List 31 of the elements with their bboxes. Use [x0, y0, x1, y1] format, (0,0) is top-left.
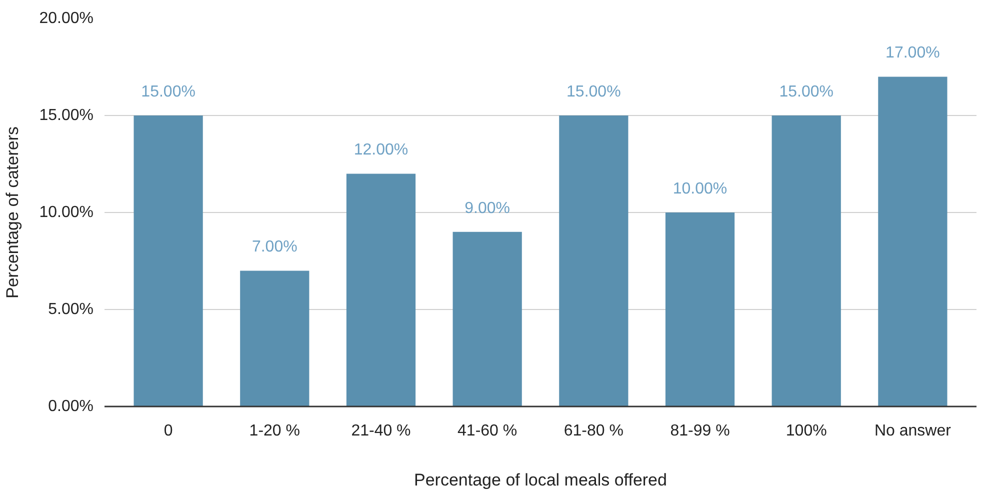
- x-axis-title: Percentage of local meals offered: [414, 470, 667, 490]
- data-label: 7.00%: [252, 238, 298, 256]
- bar: [134, 116, 203, 406]
- data-label: 15.00%: [566, 84, 621, 100]
- y-tick-label: 5.00%: [48, 301, 94, 318]
- y-tick-label: 15.00%: [39, 107, 94, 124]
- x-tick-label: 21-40 %: [351, 422, 411, 440]
- bar: [665, 212, 735, 406]
- data-label: 15.00%: [779, 84, 834, 100]
- x-tick-label: 100%: [786, 422, 827, 440]
- data-label: 15.00%: [141, 84, 196, 100]
- x-tick-label: 1-20 %: [249, 422, 300, 440]
- data-label: 17.00%: [886, 44, 940, 62]
- data-label: 9.00%: [464, 200, 510, 217]
- bar: [240, 270, 310, 406]
- data-label: 10.00%: [672, 180, 728, 198]
- bar: [559, 116, 628, 406]
- x-tick-label: 61-80 %: [564, 422, 624, 440]
- x-tick-label: No answer: [874, 422, 952, 440]
- bar: [452, 232, 522, 406]
- x-tick-label: 0: [164, 422, 173, 440]
- data-label: 12.00%: [354, 142, 408, 159]
- bar: [346, 174, 416, 406]
- y-tick-label: 20.00%: [39, 10, 94, 27]
- x-tick-label: 81-99 %: [670, 422, 730, 440]
- bar: [878, 76, 948, 406]
- y-tick-label: 10.00%: [39, 204, 94, 221]
- y-axis-title: Percentage of caterers: [3, 126, 22, 298]
- y-tick-label: 0.00%: [48, 398, 94, 415]
- x-tick-label: 41-60 %: [458, 422, 518, 440]
- bar: [772, 116, 841, 406]
